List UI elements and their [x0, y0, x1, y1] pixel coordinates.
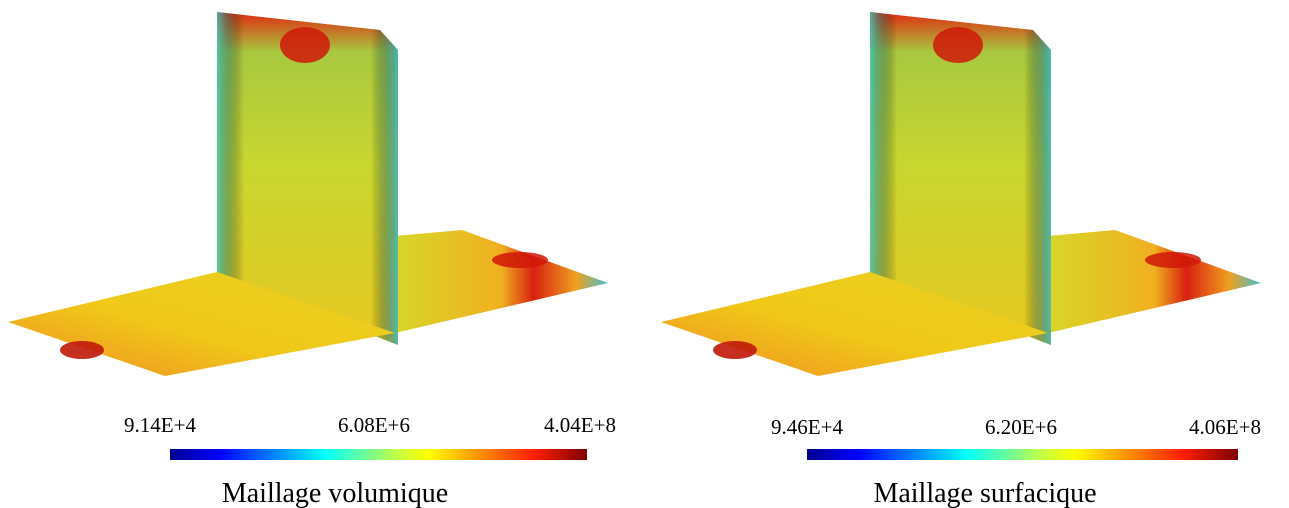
colorbar-label: 9.46E+4: [771, 415, 843, 439]
colorbar-label: 6.08E+6: [338, 413, 410, 437]
colorbar: [807, 449, 1238, 460]
colorbar: [170, 449, 587, 460]
caption: Maillage volumique: [222, 478, 448, 508]
colorbar-label: 4.04E+8: [544, 413, 616, 437]
colorbar-label: 4.06E+8: [1189, 415, 1261, 439]
caption: Maillage surfacique: [873, 478, 1096, 508]
left-model: [8, 12, 608, 376]
right-model: [661, 12, 1261, 376]
colorbar-label: 6.20E+6: [985, 415, 1057, 439]
colorbar-label: 9.14E+4: [124, 413, 196, 437]
